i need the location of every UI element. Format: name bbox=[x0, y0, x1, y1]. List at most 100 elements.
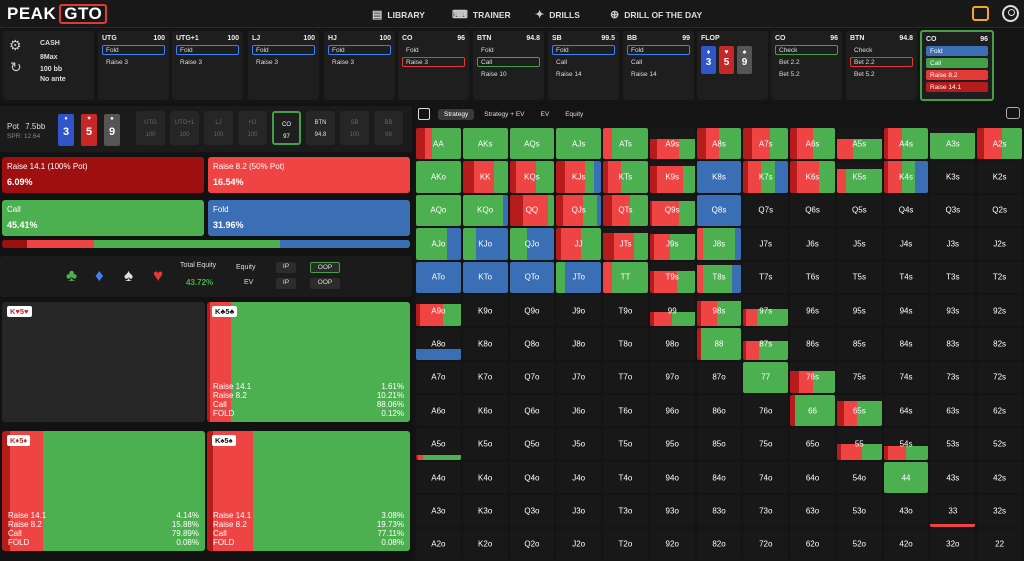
hand-cell[interactable]: T8o bbox=[603, 328, 648, 360]
hand-cell[interactable]: T3o bbox=[603, 495, 648, 527]
hand-cell[interactable]: JTo bbox=[556, 261, 602, 293]
hand-cell[interactable]: T7s bbox=[743, 261, 789, 293]
hand-cell[interactable]: J6o bbox=[556, 395, 602, 427]
hand-cell[interactable]: K6o bbox=[462, 395, 508, 427]
hand-cell[interactable]: ATo bbox=[416, 261, 461, 293]
hand-cell[interactable]: K9s bbox=[649, 161, 695, 193]
nav-drill-of-the-day[interactable]: ⊕ DRILL OF THE DAY bbox=[610, 8, 702, 21]
position-card-bb[interactable]: BB 99 Fold Call Raise 14 bbox=[623, 31, 694, 100]
action-option[interactable]: Raise 14 bbox=[556, 71, 582, 78]
hand-cell[interactable]: J3s bbox=[930, 228, 976, 260]
hand-cell[interactable]: 96o bbox=[649, 395, 695, 427]
hand-cell[interactable]: Q7s bbox=[743, 194, 789, 227]
hand-cell[interactable]: Q8s bbox=[696, 194, 742, 227]
hand-cell[interactable]: Q3o bbox=[509, 495, 555, 527]
hand-cell[interactable]: JTs bbox=[603, 228, 648, 260]
tab-strategy[interactable]: Strategy bbox=[438, 108, 475, 120]
hand-cell[interactable]: A2o bbox=[416, 528, 461, 560]
seat-co[interactable]: CO 97 bbox=[272, 111, 301, 145]
action-option[interactable]: Fold bbox=[406, 47, 419, 54]
hand-cell[interactable]: T9o bbox=[603, 294, 648, 327]
hand-cell[interactable]: 42o bbox=[883, 528, 929, 560]
action-option[interactable]: Check bbox=[775, 45, 838, 55]
equity-ip-button[interactable]: IP bbox=[276, 262, 296, 273]
hand-cell[interactable]: K9o bbox=[462, 294, 508, 327]
hand-cell[interactable]: 22 bbox=[977, 528, 1022, 560]
hand-cell[interactable]: K5o bbox=[462, 428, 508, 460]
hand-cell[interactable]: Q5o bbox=[509, 428, 555, 460]
hand-cell[interactable]: AQo bbox=[416, 194, 461, 227]
tab-equity[interactable]: Equity bbox=[565, 110, 584, 118]
hand-cell[interactable]: AKs bbox=[462, 128, 508, 160]
hand-cell[interactable]: 95s bbox=[836, 294, 882, 327]
hand-cell[interactable]: QQ bbox=[509, 194, 555, 227]
hand-cell[interactable]: 87s bbox=[743, 328, 789, 360]
hand-cell[interactable]: AJo bbox=[416, 228, 461, 260]
action-option[interactable]: Raise 14 bbox=[631, 71, 657, 78]
hand-cell[interactable]: 54o bbox=[836, 461, 882, 494]
action-option[interactable]: Fold bbox=[926, 46, 988, 56]
hand-cell[interactable]: Q9o bbox=[509, 294, 555, 327]
ev-ip-button[interactable]: IP bbox=[276, 278, 296, 289]
hand-cell[interactable]: Q6o bbox=[509, 395, 555, 427]
hand-cell[interactable]: 65s bbox=[836, 395, 882, 427]
hand-cell[interactable]: J7s bbox=[743, 228, 789, 260]
position-card-hj[interactable]: HJ 100 Fold Raise 3 bbox=[324, 31, 395, 100]
hand-cell[interactable]: 42s bbox=[977, 461, 1022, 494]
action-option[interactable]: Raise 3 bbox=[106, 59, 129, 66]
hand-cell[interactable]: Q7o bbox=[509, 361, 555, 394]
hand-cell[interactable]: K2o bbox=[462, 528, 508, 560]
hand-cell[interactable]: 73s bbox=[930, 361, 976, 394]
hand-cell[interactable]: 72o bbox=[743, 528, 789, 560]
hand-cell[interactable]: 73o bbox=[743, 495, 789, 527]
hand-cell[interactable]: 52s bbox=[977, 428, 1022, 460]
hand-cell[interactable]: Q4s bbox=[883, 194, 929, 227]
refresh-icon[interactable]: ↻ bbox=[10, 59, 22, 75]
hand-cell[interactable]: Q4o bbox=[509, 461, 555, 494]
action-option[interactable]: Raise 8.2 bbox=[926, 70, 988, 80]
action-option[interactable]: Raise 3 bbox=[256, 59, 279, 66]
hand-cell[interactable]: T4s bbox=[883, 261, 929, 293]
hand-cell[interactable]: 77 bbox=[743, 361, 789, 394]
hand-cell[interactable]: 55 bbox=[836, 428, 882, 460]
chat-icon[interactable] bbox=[972, 6, 989, 21]
spades-icon[interactable]: ♠ bbox=[124, 266, 134, 285]
hand-cell[interactable]: 97o bbox=[649, 361, 695, 394]
hand-cell[interactable]: T8s bbox=[696, 261, 742, 293]
hand-cell[interactable]: Q9s bbox=[649, 194, 695, 227]
hand-cell[interactable]: 63s bbox=[930, 395, 976, 427]
hand-cell[interactable]: Q5s bbox=[836, 194, 882, 227]
hand-cell[interactable]: A9o bbox=[416, 294, 461, 327]
strategy-action-2[interactable]: Call 45.41% bbox=[2, 200, 204, 236]
peakgto-logo[interactable]: PEAK GTO bbox=[7, 3, 108, 25]
hand-cell[interactable]: 92o bbox=[649, 528, 695, 560]
action-option[interactable]: Raise 3 bbox=[180, 59, 203, 66]
hand-cell[interactable]: A5o bbox=[416, 428, 461, 460]
hand-cell[interactable]: J7o bbox=[556, 361, 602, 394]
hand-cell[interactable]: K5s bbox=[836, 161, 882, 193]
sidebar-toggle-icon[interactable] bbox=[418, 108, 430, 120]
action-option[interactable]: Fold bbox=[552, 45, 615, 55]
hand-cell[interactable]: T5o bbox=[603, 428, 648, 460]
hand-cell[interactable]: 62o bbox=[790, 528, 835, 560]
action-option[interactable]: Bet 5.2 bbox=[779, 71, 800, 78]
hand-cell[interactable]: AA bbox=[416, 128, 461, 160]
strategy-action-1[interactable]: Raise 8.2 (50% Pot) 16.54% bbox=[208, 157, 410, 193]
combo-box[interactable]: K♠5♠ Raise 14.1 3.08% Raise 8.2 19.73% Call 77… bbox=[207, 431, 410, 551]
hand-cell[interactable]: 92s bbox=[977, 294, 1022, 327]
hand-cell[interactable]: T2s bbox=[977, 261, 1022, 293]
action-option[interactable]: Raise 3 bbox=[332, 59, 355, 66]
hand-cell[interactable]: Q8o bbox=[509, 328, 555, 360]
action-option[interactable]: Bet 5.2 bbox=[854, 71, 875, 78]
hand-cell[interactable]: 94o bbox=[649, 461, 695, 494]
hand-cell[interactable]: J6s bbox=[790, 228, 835, 260]
hand-cell[interactable]: J2o bbox=[556, 528, 602, 560]
action-option[interactable]: Fold bbox=[627, 45, 690, 55]
grid-options-icon[interactable] bbox=[1006, 107, 1020, 119]
hand-cell[interactable]: JJ bbox=[556, 228, 602, 260]
action-option[interactable]: Call bbox=[631, 59, 643, 66]
hand-cell[interactable]: 97s bbox=[743, 294, 789, 327]
nav-library[interactable]: ▤ LIBRARY bbox=[372, 8, 425, 21]
hand-cell[interactable]: 74s bbox=[883, 361, 929, 394]
action-option[interactable]: Fold bbox=[481, 47, 494, 54]
